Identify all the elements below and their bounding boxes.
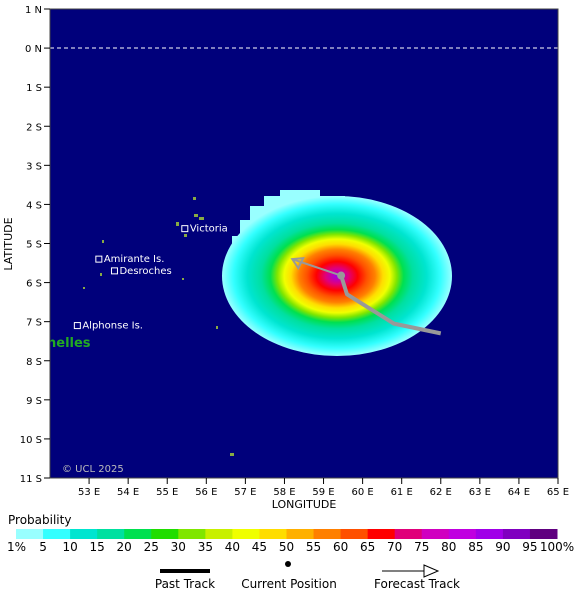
forecast-track-arrowhead bbox=[290, 256, 305, 271]
lat-tick-label: 2 S bbox=[26, 122, 42, 133]
place-marker bbox=[181, 225, 189, 233]
probability-colorbar-labels: 1% 5 10 15 20 25 30 35 40 45 50 55 60 65 70 75 80 85 90 95 1… bbox=[7, 540, 574, 554]
place-marker bbox=[95, 255, 103, 263]
lon-tick-label: 62 E bbox=[430, 487, 452, 498]
colorbar-swatch bbox=[394, 529, 423, 539]
place-label: Alphonse Is. bbox=[82, 321, 143, 332]
lon-tick-label: 57 E bbox=[234, 487, 256, 498]
colorbar-label: 60 bbox=[333, 540, 348, 554]
lat-tick-label: 11 S bbox=[20, 474, 42, 485]
lon-tick-label: 55 E bbox=[156, 487, 178, 498]
lon-tick-label: 65 E bbox=[547, 487, 569, 498]
island-markers bbox=[83, 197, 234, 456]
colorbar-label: 55 bbox=[306, 540, 321, 554]
colorbar-label: 35 bbox=[198, 540, 213, 554]
x-axis-title: LONGITUDE bbox=[272, 498, 337, 511]
lat-tick-label: 1 S bbox=[26, 83, 42, 94]
colorbar-swatch bbox=[286, 529, 315, 539]
colorbar-swatch bbox=[502, 529, 531, 539]
lon-tick-label: 61 E bbox=[391, 487, 413, 498]
past-track-label: Past Track bbox=[155, 577, 215, 591]
colorbar-swatch bbox=[124, 529, 152, 539]
colorbar-swatch bbox=[178, 529, 206, 539]
colorbar-label: 70 bbox=[387, 540, 402, 554]
colorbar-swatch bbox=[475, 529, 504, 539]
colorbar-swatch bbox=[529, 529, 558, 539]
colorbar-swatch bbox=[205, 529, 233, 539]
colorbar-label: 30 bbox=[171, 540, 186, 554]
longitude-ticks: 53 E 54 E 55 E 56 E 57 E 58 E 59 E 60 E 61 E 62 E… bbox=[78, 478, 569, 498]
colorbar-swatch bbox=[448, 529, 477, 539]
colorbar-label: 25 bbox=[144, 540, 159, 554]
lat-tick-label: 8 S bbox=[26, 357, 42, 368]
lat-tick-label: 1 N bbox=[25, 5, 42, 16]
lat-tick-label: 3 S bbox=[26, 161, 42, 172]
colorbar-label: 15 bbox=[90, 540, 105, 554]
colorbar-label: 10 bbox=[62, 540, 77, 554]
y-axis-title: LATITUDE bbox=[2, 217, 15, 270]
colorbar-swatch bbox=[232, 529, 260, 539]
legend-title: Probability bbox=[8, 513, 71, 527]
lon-tick-label: 63 E bbox=[469, 487, 491, 498]
colorbar-label: 1% bbox=[7, 540, 26, 554]
lon-tick-label: 59 E bbox=[312, 487, 334, 498]
colorbar-swatch bbox=[43, 529, 71, 539]
colorbar-label: 80 bbox=[441, 540, 456, 554]
place-label: Victoria bbox=[190, 224, 228, 235]
lon-tick-label: 56 E bbox=[195, 487, 217, 498]
colorbar-label: 5 bbox=[39, 540, 47, 554]
place-label: Desroches bbox=[119, 266, 171, 277]
lon-tick-label: 53 E bbox=[78, 487, 100, 498]
colorbar-swatch bbox=[151, 529, 179, 539]
colorbar-swatch bbox=[421, 529, 450, 539]
colorbar-label: 100% bbox=[540, 540, 574, 554]
probability-swath-core bbox=[222, 196, 452, 356]
lat-tick-label: 7 S bbox=[26, 318, 42, 329]
colorbar-label: 65 bbox=[360, 540, 375, 554]
colorbar-label: 40 bbox=[225, 540, 240, 554]
colorbar-label: 75 bbox=[414, 540, 429, 554]
lon-tick-label: 64 E bbox=[508, 487, 530, 498]
copyright-watermark: © UCL 2025 bbox=[62, 464, 124, 475]
forecast-track-label: Forecast Track bbox=[374, 577, 460, 591]
lat-tick-label: 0 N bbox=[25, 44, 42, 55]
track-legend: Past Track Current Position Forecast Tra… bbox=[155, 561, 460, 591]
latitude-ticks: 1 N 0 N 1 S 2 S 3 S 4 S 5 S 6 S 7 S 8 S 9 S 10 S 11 … bbox=[20, 5, 50, 485]
probability-colorbar bbox=[16, 529, 558, 539]
colorbar-swatch bbox=[70, 529, 98, 539]
colorbar-label: 50 bbox=[279, 540, 294, 554]
lat-tick-label: 4 S bbox=[26, 200, 42, 211]
current-position-marker bbox=[337, 271, 346, 280]
current-position-label: Current Position bbox=[241, 577, 337, 591]
place-label: Amirante Is. bbox=[104, 254, 165, 265]
storm-tracks bbox=[290, 256, 442, 336]
place-marker bbox=[110, 267, 118, 275]
colorbar-swatch bbox=[259, 529, 287, 539]
colorbar-label: 95 bbox=[522, 540, 537, 554]
colorbar-label: 20 bbox=[117, 540, 132, 554]
colorbar-swatch bbox=[97, 529, 125, 539]
lat-tick-label: 9 S bbox=[26, 396, 42, 407]
lon-tick-label: 58 E bbox=[273, 487, 295, 498]
colorbar-swatch bbox=[16, 529, 44, 539]
past-track-line bbox=[339, 274, 442, 336]
colorbar-label: 85 bbox=[468, 540, 483, 554]
colorbar-label: 45 bbox=[252, 540, 267, 554]
current-position-legend-dot bbox=[285, 561, 291, 567]
forecast-track-legend-arrow bbox=[423, 564, 440, 578]
region-label: nelles bbox=[47, 336, 91, 351]
colorbar-swatch bbox=[367, 529, 396, 539]
colorbar-swatch bbox=[313, 529, 342, 539]
lon-tick-label: 54 E bbox=[117, 487, 139, 498]
place-marker bbox=[73, 322, 81, 330]
colorbar-swatch bbox=[340, 529, 369, 539]
lat-tick-label: 5 S bbox=[26, 240, 42, 251]
colorbar-label: 90 bbox=[495, 540, 510, 554]
lat-tick-label: 6 S bbox=[26, 279, 42, 290]
place-labels: Victoria Amirante Is.Desroches Alphonse Is… bbox=[73, 224, 228, 332]
lon-tick-label: 60 E bbox=[351, 487, 373, 498]
lat-tick-label: 10 S bbox=[20, 435, 42, 446]
